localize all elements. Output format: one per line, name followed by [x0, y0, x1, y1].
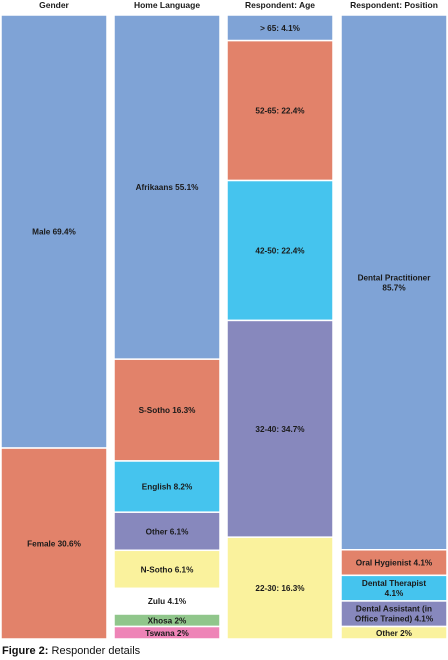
segment-bar	[226, 39, 334, 182]
segment-bar	[226, 319, 334, 538]
segment-label: Dental Practitioner	[358, 273, 432, 282]
segment-label: 22-30: 16.3%	[255, 584, 305, 593]
segment-bar	[113, 625, 221, 640]
segment-label: Office Trained) 4.1%	[355, 615, 434, 624]
segment-label: 85.7%	[382, 283, 406, 292]
caption-text: Responder details	[48, 645, 141, 657]
segment-bar	[340, 14, 448, 551]
segment-bar	[340, 574, 448, 602]
segment-bar	[0, 447, 108, 640]
segment-label: 32-40: 34.7%	[255, 425, 305, 434]
segment-bar	[340, 600, 448, 628]
segment-label: Male 69.4%	[32, 228, 76, 237]
segment-label: Other 2%	[376, 629, 413, 638]
segment-label: English 8.2%	[142, 483, 193, 492]
segment-bar	[226, 179, 334, 322]
column-respondent-position: Respondent: Position Dental Practitioner8…	[340, 0, 448, 640]
caption-prefix: Figure 2:	[2, 645, 49, 657]
segment-bar	[113, 358, 221, 462]
segment-bar	[113, 587, 221, 615]
segment-label: Dental Therapist	[362, 579, 426, 588]
segment-bar	[226, 536, 334, 640]
segment-label: Tswana 2%	[145, 629, 189, 638]
segment-label: Xhosa 2%	[148, 616, 187, 625]
stacked-bar-chart: Gender Male 69.4% Female 30.6% Home Languag…	[0, 0, 448, 640]
segment-label: > 65: 4.1%	[260, 24, 301, 33]
segment-bar	[113, 511, 221, 552]
segment-label: Afrikaans 55.1%	[136, 183, 200, 192]
segment-label: 4.1%	[385, 589, 404, 598]
segment-label: Zulu 4.1%	[148, 597, 187, 606]
column-home-language: Home Language Afrikaans 55.1% S-Sotho 16.3…	[113, 0, 221, 640]
column-gender: Gender Male 69.4% Female 30.6%	[0, 0, 108, 640]
segment-label: Other 6.1%	[146, 527, 189, 536]
column-title: Respondent: Age	[245, 0, 315, 10]
segment-bar	[0, 14, 108, 449]
column-respondent-age: Respondent: Age > 65: 4.1% 52-65: 22.4% 42-…	[226, 0, 334, 640]
segment-label: N-Sotho 6.1%	[141, 565, 194, 574]
segment-bar	[340, 625, 448, 640]
segment-label: Dental Assistant (in	[356, 605, 432, 614]
segment-label: 42-50: 22.4%	[255, 246, 305, 255]
segment-bar	[113, 14, 221, 360]
column-title: Respondent: Position	[350, 0, 438, 10]
figure-caption: Figure 2: Responder details	[2, 645, 140, 657]
segment-label: S-Sotho 16.3%	[139, 406, 197, 415]
segment-label: Female 30.6%	[27, 540, 81, 549]
segment-bar	[340, 549, 448, 577]
column-title: Gender	[39, 0, 69, 10]
column-title: Home Language	[134, 0, 200, 10]
segment-label: Oral Hygienist 4.1%	[356, 559, 433, 568]
segment-label: 52-65: 22.4%	[255, 107, 305, 116]
